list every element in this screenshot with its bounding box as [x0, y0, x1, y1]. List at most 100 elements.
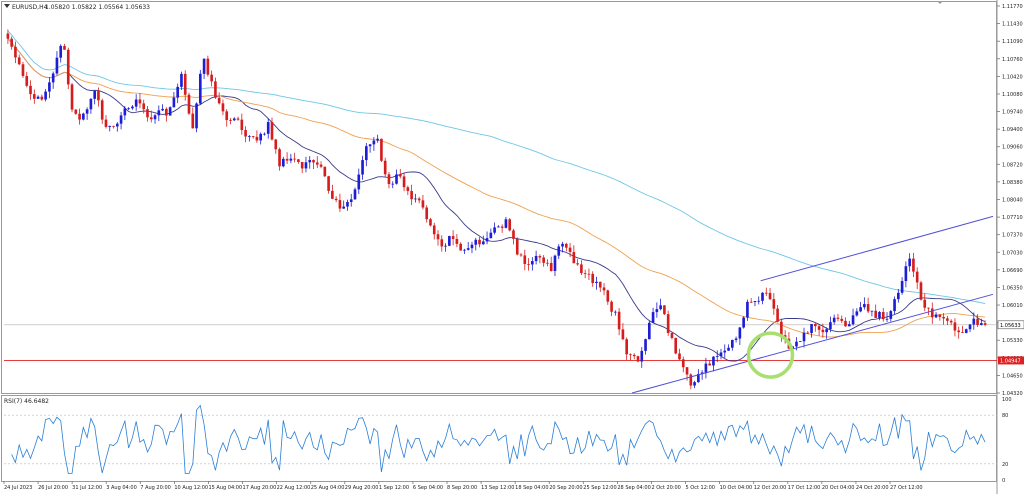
candle-body — [595, 281, 598, 284]
candle-body — [85, 109, 89, 114]
candle-body — [821, 329, 825, 333]
time-tick-label: 26 Jul 20:00 — [38, 485, 68, 491]
rsi-tick-label: 0 — [1002, 478, 1005, 484]
candle-body — [855, 311, 859, 316]
candle-body — [51, 73, 55, 83]
candle-body — [591, 273, 595, 284]
candle-body — [930, 308, 934, 318]
candle-body — [614, 311, 617, 313]
candle-body — [425, 207, 429, 220]
time-tick-label: 17 Oct 12:00 — [788, 485, 821, 491]
candle-body — [564, 243, 568, 248]
candle-body — [500, 226, 504, 228]
candle-body — [391, 183, 395, 185]
candle-body — [689, 374, 693, 386]
candle-body — [881, 312, 885, 320]
time-tick-label: 25 Sep 12:00 — [583, 485, 616, 491]
candle-body — [810, 324, 813, 333]
candle-body — [21, 64, 25, 76]
candle-body — [134, 99, 138, 107]
candle-body — [153, 115, 157, 120]
candle-body — [444, 245, 447, 247]
candle-body — [6, 33, 10, 39]
price-tick-label: 1.10760 — [1002, 57, 1023, 63]
time-tick-label: 15 Aug 04:00 — [208, 485, 242, 491]
candle-body — [795, 341, 798, 347]
candle-body — [549, 262, 553, 271]
candle-body — [625, 339, 628, 355]
candle-body — [768, 292, 772, 300]
candle-body — [104, 119, 108, 127]
candle-body — [742, 317, 745, 328]
candle-body — [146, 109, 149, 118]
candle-body — [248, 136, 251, 137]
shift-marker-icon[interactable] — [937, 1, 943, 4]
candle-body — [938, 314, 942, 317]
candle-body — [410, 190, 413, 200]
candle-body — [681, 359, 685, 368]
candle-body — [361, 160, 364, 175]
moving-average-line — [7, 30, 986, 304]
candle-body — [715, 355, 719, 357]
price-tick-label: 1.09740 — [1002, 110, 1023, 116]
candle-body — [904, 266, 908, 282]
price-tick-label: 1.04320 — [1002, 391, 1023, 397]
candle-body — [746, 301, 749, 318]
rsi-label: RSI(7) 46.6482 — [4, 398, 49, 405]
candle-body — [165, 108, 168, 116]
candle-body — [568, 247, 572, 252]
candle-body — [214, 81, 217, 98]
candle-body — [481, 241, 485, 245]
candle-body — [866, 304, 870, 312]
moving-average-line — [7, 38, 986, 338]
candle-body — [644, 339, 647, 351]
candle-body — [753, 300, 757, 303]
candle-body — [270, 122, 274, 140]
candle-body — [127, 108, 130, 110]
price-tick-label: 1.09060 — [1002, 145, 1023, 151]
candle-body — [17, 57, 21, 65]
candle-body — [191, 113, 195, 129]
candle-body — [927, 307, 930, 309]
trend-channel[interactable] — [631, 215, 994, 394]
candle-body — [172, 97, 176, 108]
time-tick-label: 5 Oct 12:00 — [686, 485, 715, 491]
candle-body — [798, 341, 802, 343]
candle-body — [304, 162, 308, 169]
candle-body — [704, 363, 708, 373]
candle-body — [210, 74, 213, 82]
candle-body — [338, 200, 342, 209]
candle-body — [534, 255, 538, 262]
current-price-tag-label: 1.05633 — [1000, 323, 1021, 329]
candle-body — [632, 354, 636, 357]
candle-body — [59, 45, 63, 58]
candle-body — [870, 310, 874, 312]
candle-body — [25, 75, 29, 86]
time-tick-label: 10 Aug 12:00 — [174, 485, 208, 491]
time-tick-label: 2 Oct 20:00 — [651, 485, 680, 491]
candle-body — [221, 103, 225, 112]
candle-body — [519, 254, 523, 256]
candle-body — [138, 99, 142, 104]
candle-body — [282, 158, 285, 167]
price-tick-label: 1.07030 — [1002, 250, 1023, 256]
candle-body — [712, 356, 715, 366]
symbol-dropdown-icon[interactable] — [4, 4, 10, 8]
candle-body — [897, 292, 900, 300]
time-tick-label: 3 Aug 04:00 — [106, 485, 137, 491]
candle-body — [297, 159, 300, 162]
ohlc-readout: 1.05820 1.05822 1.05564 1.05633 — [45, 4, 150, 11]
candle-body — [655, 309, 659, 313]
candle-body — [278, 149, 281, 167]
candle-body — [817, 326, 821, 330]
candle-body — [878, 312, 881, 318]
time-tick-label: 8 Sep 20:00 — [447, 485, 477, 491]
candle-body — [814, 324, 817, 327]
candle-body — [368, 144, 372, 147]
candle-body — [727, 347, 730, 351]
candle-body — [485, 238, 489, 242]
time-tick-label: 22 Aug 12:00 — [277, 485, 311, 491]
candle-body — [478, 239, 481, 245]
